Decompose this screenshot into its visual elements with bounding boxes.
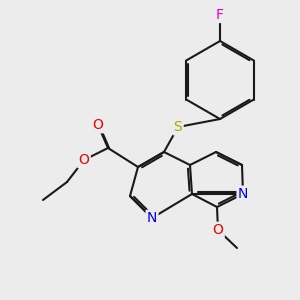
- Text: N: N: [238, 187, 248, 201]
- Text: S: S: [174, 120, 182, 134]
- Text: N: N: [147, 211, 157, 225]
- Text: O: O: [93, 118, 104, 132]
- Text: O: O: [213, 223, 224, 237]
- Text: O: O: [79, 153, 89, 167]
- Text: F: F: [216, 8, 224, 22]
